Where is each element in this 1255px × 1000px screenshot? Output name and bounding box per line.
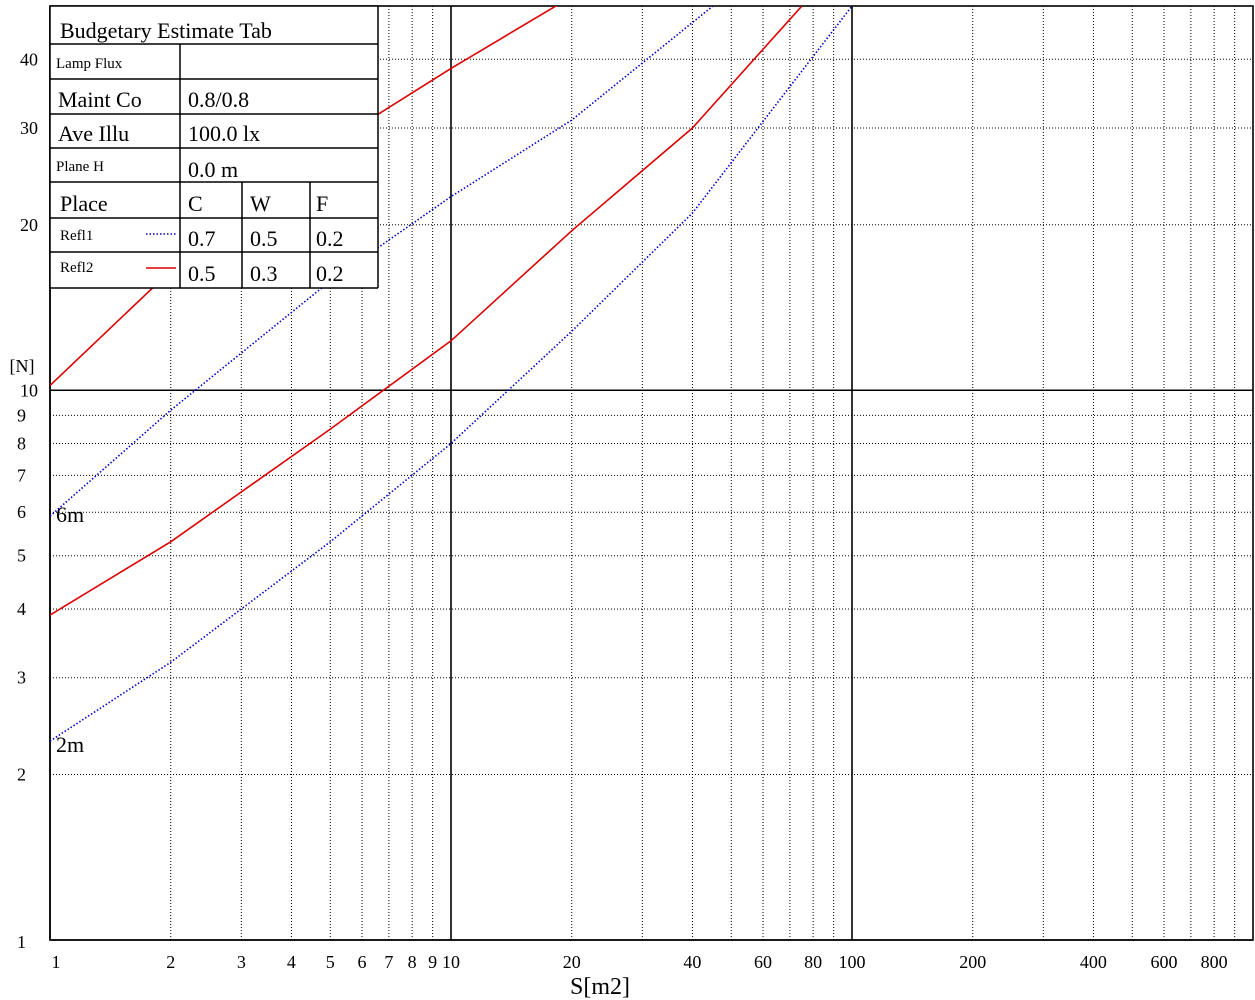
refl1-w-value: 0.5 [250,226,278,251]
place-label: Place [60,191,108,216]
maint-label: Maint Co [58,87,142,112]
refl2-c-value: 0.5 [188,261,216,286]
plane-label: Plane H [56,159,104,175]
refl1-label: Refl1 [60,228,93,244]
x-tick-label: 8 [408,952,417,972]
x-tick-label: 40 [683,952,701,972]
y-tick-label: 9 [17,405,26,425]
x-tick-label: 9 [428,952,437,972]
x-tick-label: 4 [287,952,296,972]
curve-labels: 6m 2m [56,502,84,757]
y-tick-label: 3 [17,668,26,688]
ave-label: Ave Illu [58,121,129,146]
refl2-label: Refl2 [60,260,93,276]
curve-label-2m: 2m [56,732,84,757]
y-tick-label: 7 [17,465,26,485]
y-tick-label: 5 [17,546,26,566]
y-axis-label: [N] [10,356,35,376]
x-tick-label: 800 [1201,952,1228,972]
x-tick-label: 80 [804,952,822,972]
y-tick-label: 20 [20,215,38,235]
refl2-f-value: 0.2 [316,261,344,286]
y-tick-label: 8 [17,434,26,454]
y-tick-label: 6 [17,502,26,522]
y-tick-label: 30 [20,118,38,138]
refl1-f-value: 0.2 [316,226,344,251]
table-title: Budgetary Estimate Tab [60,18,272,43]
series-line-1 [50,6,558,387]
series-line-3 [50,6,803,616]
x-tick-label: 6 [358,952,367,972]
plane-value: 0.0 m [188,157,238,182]
y-tick-label: 2 [17,765,26,785]
x-axis-label: S[m2] [570,974,630,1000]
x-tick-label: 5 [326,952,335,972]
grid [49,5,1254,941]
y-tick-label: 1 [17,932,26,952]
maint-value: 0.8/0.8 [188,87,249,112]
x-tick-label: 60 [754,952,772,972]
x-tick-label: 200 [959,952,986,972]
col-f-header: F [316,191,328,216]
y-tick-label: 10 [20,380,38,400]
curve-label-6m: 6m [56,502,84,527]
series-layer [50,6,853,742]
lamp-flux-label: Lamp Flux [56,56,123,72]
x-tick-label: 3 [237,952,246,972]
x-tick-label: 1 [52,952,61,972]
col-c-header: C [188,191,203,216]
y-tick-label: 40 [20,49,38,69]
col-w-header: W [250,191,271,216]
estimate-table: Budgetary Estimate Tab Lamp Flux Maint C… [49,5,379,289]
series-line-2 [50,6,714,517]
plot-frame [49,5,1254,941]
refl2-w-value: 0.3 [250,261,278,286]
x-tick-label: 10 [442,952,460,972]
x-tick-label: 100 [839,952,866,972]
series-line-4 [50,6,853,742]
refl1-c-value: 0.7 [188,226,216,251]
x-tick-label: 20 [563,952,581,972]
x-tick-label: 7 [384,952,393,972]
y-tick-label: 4 [17,599,26,619]
tick-labels: 1 2 3 4 5 6 7 8 9 10 20 40 60 80 100 200 400 600 800123456… [17,49,1228,972]
x-tick-label: 2 [166,952,175,972]
x-tick-label: 600 [1151,952,1178,972]
x-tick-label: 400 [1080,952,1107,972]
ave-value: 100.0 lx [188,121,260,146]
